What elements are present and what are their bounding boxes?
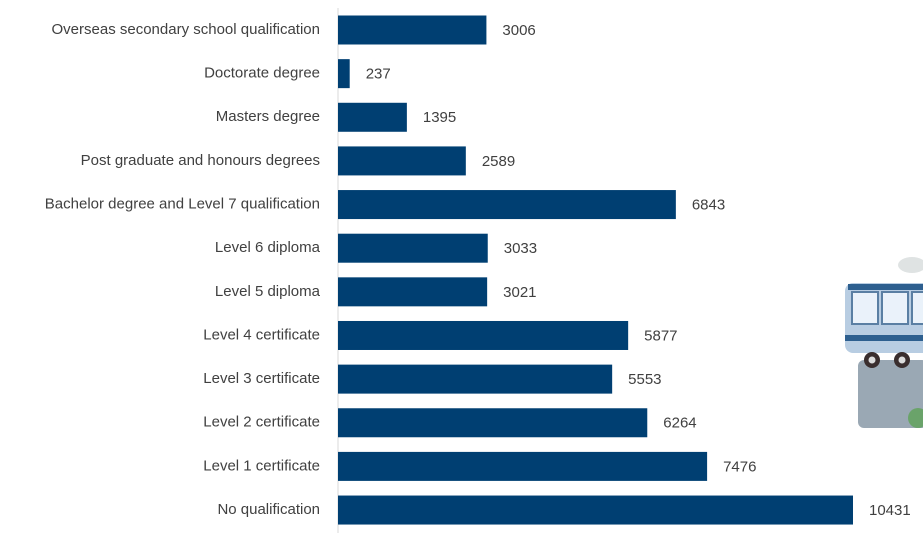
value-label: 3006 (502, 22, 535, 39)
category-label: Level 4 certificate (203, 326, 320, 343)
bar (338, 146, 466, 176)
value-label: 2589 (482, 153, 515, 170)
category-label: Doctorate degree (204, 65, 320, 82)
category-label: Overseas secondary school qualification (52, 21, 320, 38)
bar (338, 451, 708, 481)
value-label: 1395 (423, 109, 456, 126)
category-label: Level 5 diploma (215, 283, 321, 300)
category-label: No qualification (217, 501, 320, 518)
category-label: Bachelor degree and Level 7 qualificatio… (45, 196, 320, 213)
bar (338, 408, 648, 438)
value-label: 5877 (644, 327, 677, 344)
value-label: 6264 (663, 415, 696, 432)
illustration (845, 257, 923, 428)
bar (338, 233, 488, 263)
bar (338, 495, 853, 525)
bar (338, 190, 676, 220)
category-label: Level 1 certificate (203, 457, 320, 474)
bar (338, 364, 613, 394)
bar (338, 102, 407, 132)
category-label: Level 2 certificate (203, 414, 320, 431)
value-label: 237 (366, 66, 391, 83)
category-label: Post graduate and honours degrees (81, 152, 320, 169)
category-label: Masters degree (216, 108, 320, 125)
category-label: Level 3 certificate (203, 370, 320, 387)
value-label: 6843 (692, 197, 725, 214)
value-label: 7476 (723, 458, 756, 475)
value-label: 3021 (503, 284, 536, 301)
value-label: 10431 (869, 502, 911, 519)
bar (338, 320, 629, 350)
bar (338, 59, 350, 89)
bar (338, 277, 488, 307)
value-label: 3033 (504, 240, 537, 257)
bar (338, 15, 487, 45)
value-label: 5553 (628, 371, 661, 388)
category-label: Level 6 diploma (215, 239, 321, 256)
